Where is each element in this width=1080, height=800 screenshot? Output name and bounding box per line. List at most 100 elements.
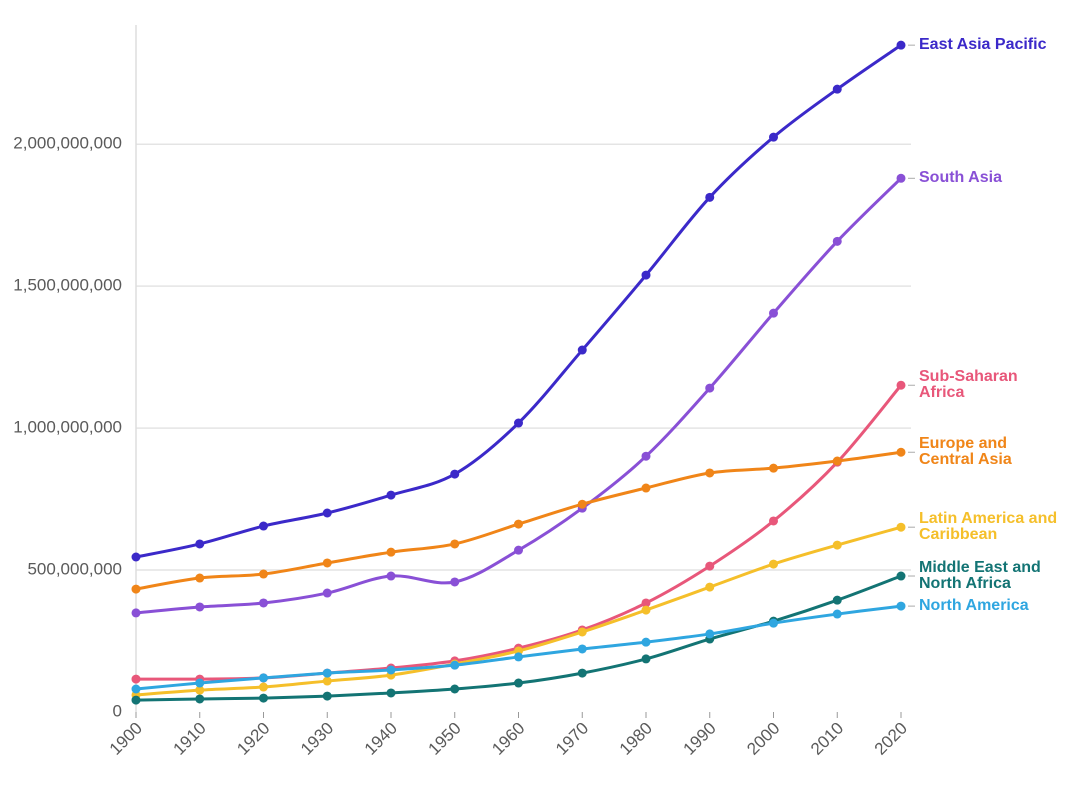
data-point [577, 345, 587, 355]
data-point [259, 598, 268, 608]
series-line [135, 384, 903, 681]
y-tick-label: 1,500,000,000 [13, 276, 122, 295]
x-tick-label: 2020 [871, 719, 911, 759]
data-point [195, 602, 205, 612]
data-point [450, 577, 460, 587]
data-point [195, 694, 205, 704]
x-tick-label: 1970 [552, 719, 592, 759]
data-point [641, 451, 651, 461]
series-label: Middle East and North Africa [919, 559, 1041, 593]
data-point [514, 652, 523, 662]
data-point [769, 618, 778, 628]
data-point [769, 308, 778, 318]
data-point [514, 519, 523, 529]
data-point [641, 654, 651, 664]
data-point [131, 674, 141, 684]
x-tick-label: 1960 [488, 719, 528, 759]
x-tick-label: 1990 [680, 719, 720, 759]
data-point [514, 545, 523, 555]
data-point [450, 469, 460, 479]
data-point [386, 547, 396, 557]
data-point [450, 660, 460, 670]
data-point [322, 558, 332, 568]
x-tick-label: 1980 [616, 719, 656, 759]
series-label: Europe and Central Asia [919, 435, 1012, 469]
series-label: Latin America and Caribbean [919, 510, 1058, 544]
data-point [769, 463, 778, 473]
data-point [705, 561, 715, 571]
x-tick-label: 1920 [233, 719, 273, 759]
data-point [514, 418, 523, 428]
data-point [322, 588, 332, 598]
data-point [195, 678, 205, 688]
data-point [322, 668, 332, 678]
data-point [322, 676, 332, 686]
data-point [195, 573, 205, 583]
data-point [896, 40, 906, 50]
data-point [832, 609, 842, 619]
data-point [705, 582, 715, 592]
data-point [131, 584, 141, 594]
data-point [832, 84, 842, 94]
data-point [322, 508, 332, 518]
data-point [259, 673, 268, 683]
data-point [832, 595, 842, 605]
data-point [705, 383, 715, 393]
data-point [195, 685, 205, 695]
data-point [514, 678, 523, 688]
data-point [450, 684, 460, 694]
data-point [259, 693, 268, 703]
x-tick-label: 1910 [170, 719, 210, 759]
y-tick-label: 2,000,000,000 [13, 134, 122, 153]
data-point [769, 132, 778, 142]
data-point [705, 468, 715, 478]
x-tick-label: 2010 [807, 719, 847, 759]
series-label: South Asia [919, 169, 1002, 187]
data-point [386, 571, 396, 581]
data-point [896, 380, 906, 390]
x-tick-label: 1930 [297, 719, 337, 759]
data-point [832, 540, 842, 550]
data-point [705, 192, 715, 202]
data-point [641, 483, 651, 493]
data-point [896, 522, 906, 532]
data-point [577, 499, 587, 509]
data-point [832, 236, 842, 246]
data-point [386, 688, 396, 698]
data-point [705, 629, 715, 639]
data-point [131, 552, 141, 562]
data-point [769, 559, 778, 569]
series-label: Sub-Saharan Africa [919, 368, 1018, 402]
x-tick-label: 2000 [743, 719, 783, 759]
data-point [896, 447, 906, 457]
data-point [259, 521, 268, 531]
x-tick-label: 1900 [106, 719, 146, 759]
data-point [896, 571, 906, 581]
data-point [577, 644, 587, 654]
data-point [450, 539, 460, 549]
data-point [769, 516, 778, 526]
x-tick-label: 1950 [425, 719, 465, 759]
y-tick-label: 1,000,000,000 [13, 418, 122, 437]
data-point [131, 608, 141, 618]
data-point [641, 598, 651, 608]
data-point [195, 539, 205, 549]
data-point [322, 691, 332, 701]
data-point [641, 605, 651, 615]
y-tick-label: 500,000,000 [27, 560, 122, 579]
series-label: East Asia Pacific [919, 36, 1047, 54]
series-label: North America [919, 597, 1029, 615]
data-point [131, 695, 141, 705]
series-line [135, 43, 902, 559]
data-point [577, 627, 587, 637]
data-point [577, 668, 587, 678]
data-point [896, 173, 906, 183]
data-point [131, 684, 141, 694]
data-point [641, 637, 651, 647]
data-point [832, 456, 842, 466]
data-point [896, 601, 906, 611]
data-point [259, 569, 268, 579]
data-point [641, 270, 651, 280]
